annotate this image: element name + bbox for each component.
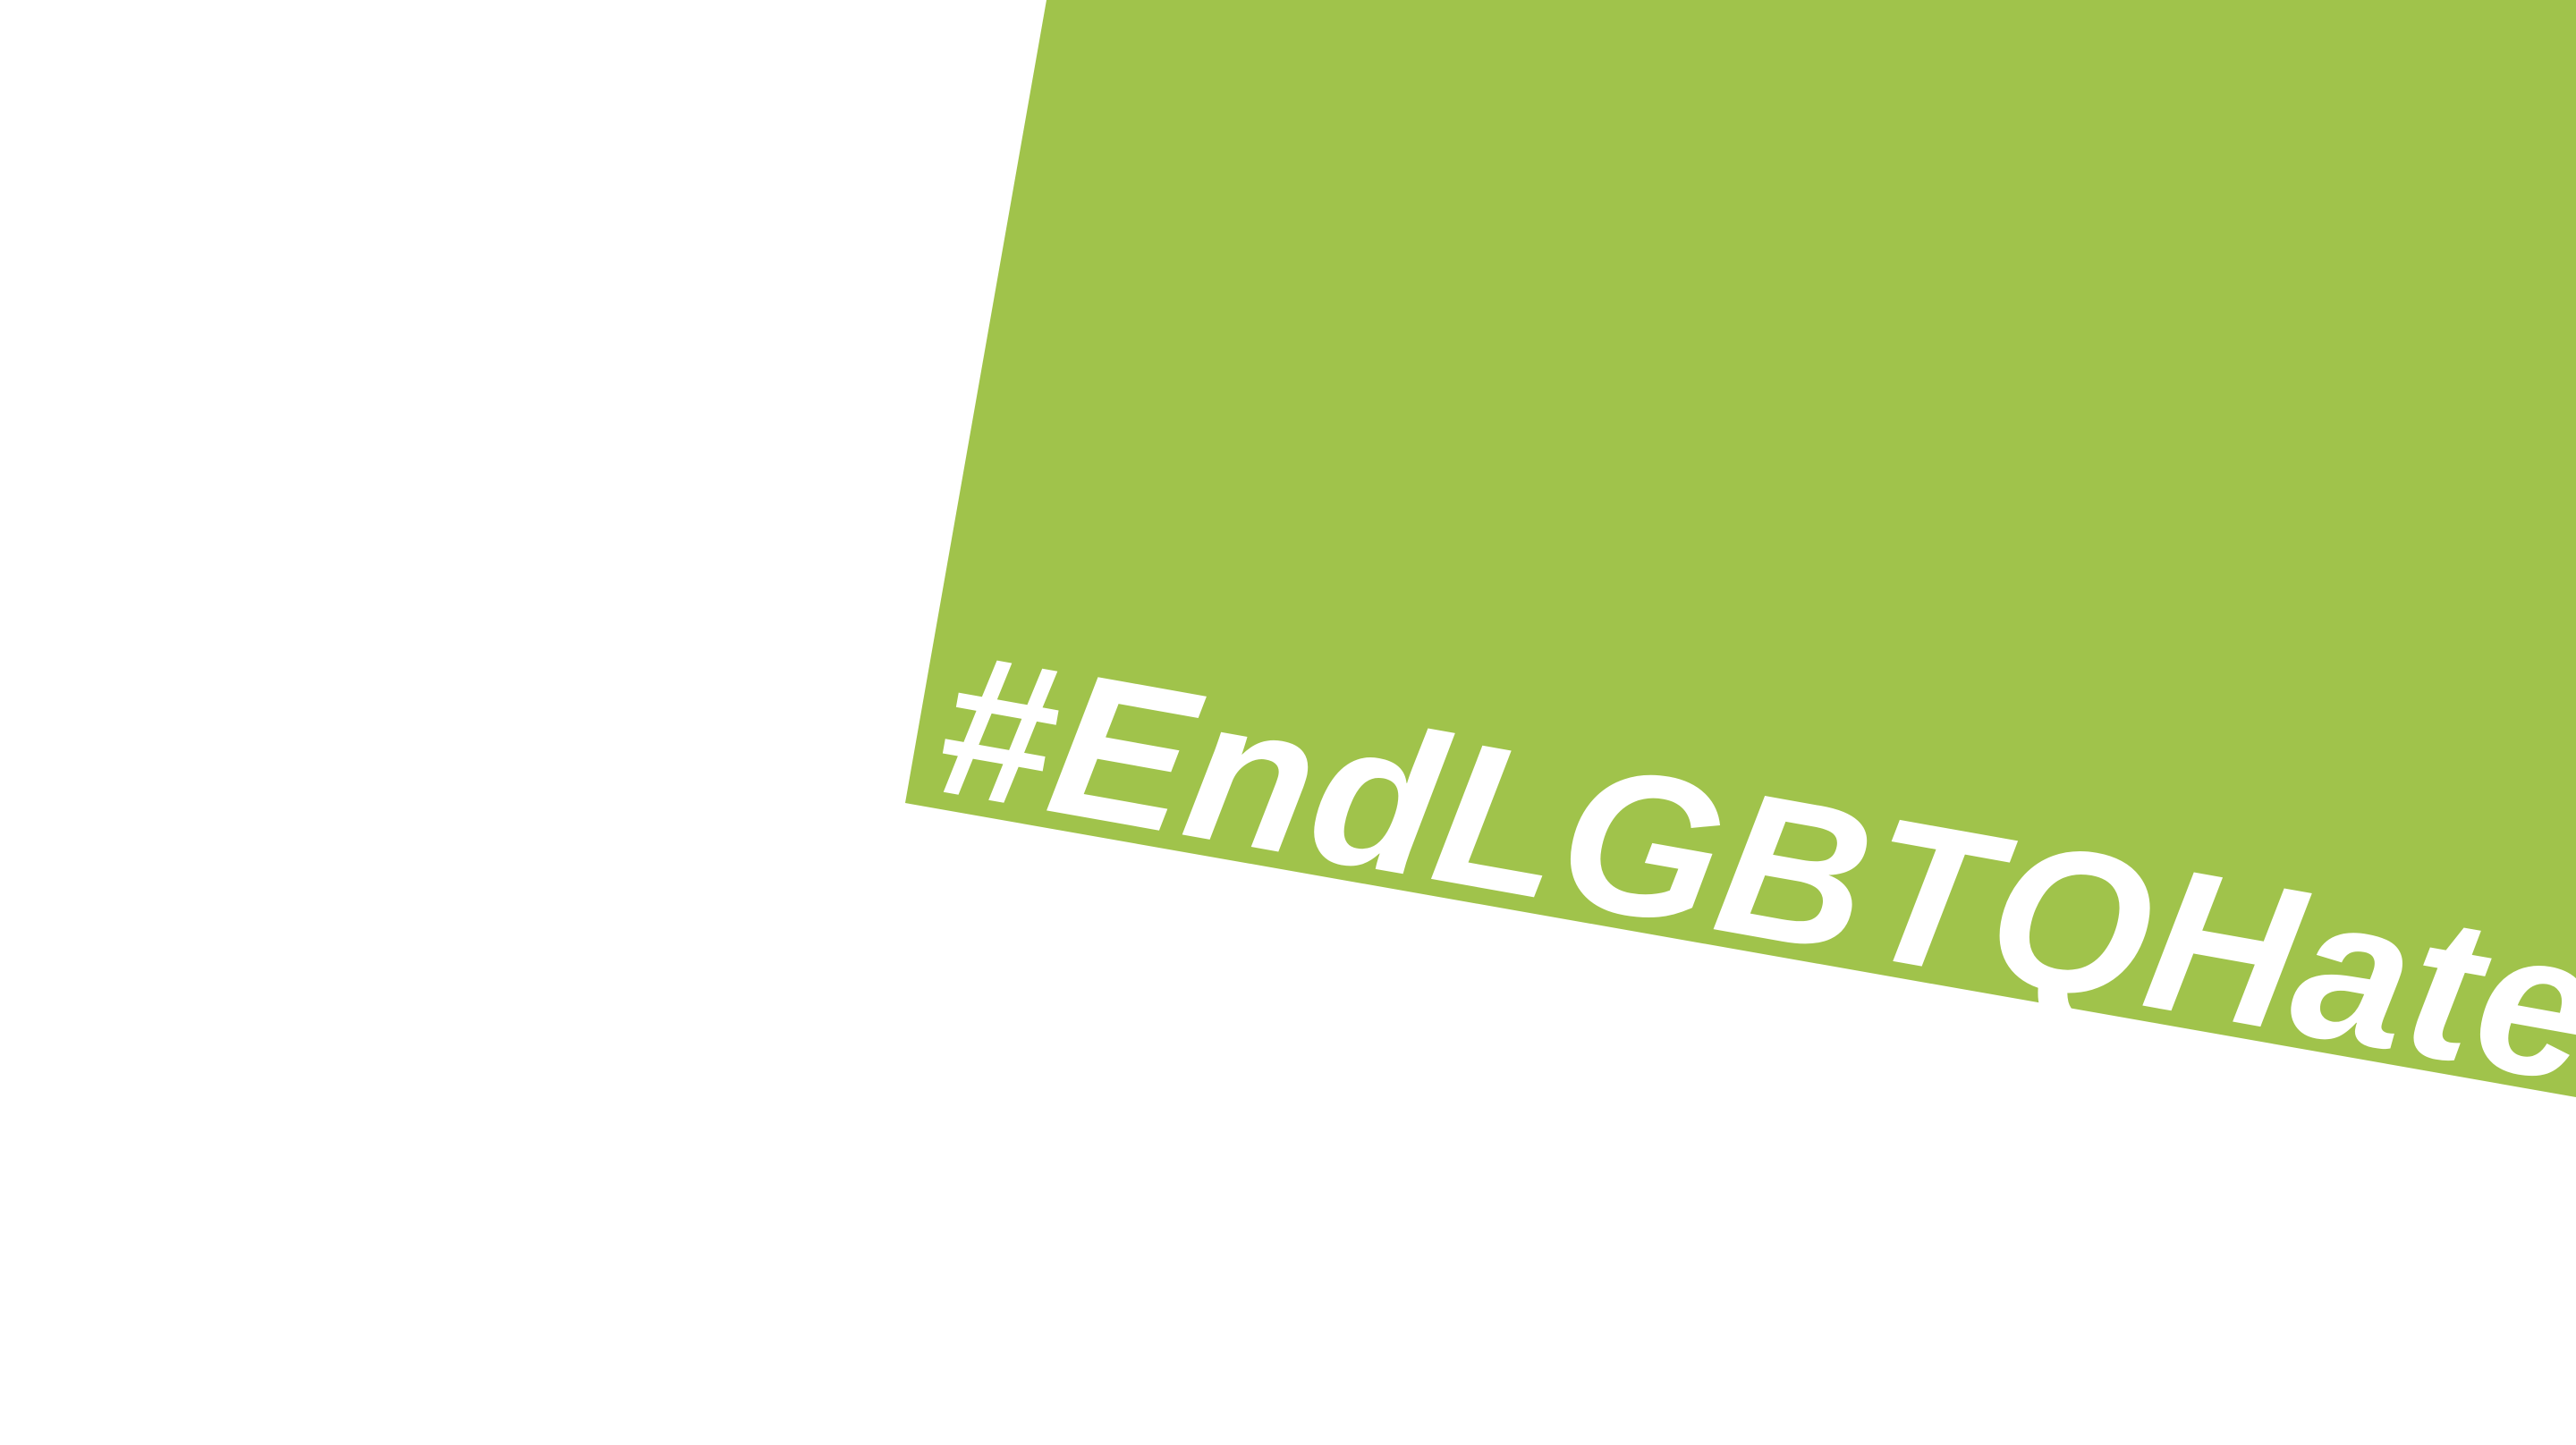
green-slanted-banner: [905, 0, 2576, 1097]
